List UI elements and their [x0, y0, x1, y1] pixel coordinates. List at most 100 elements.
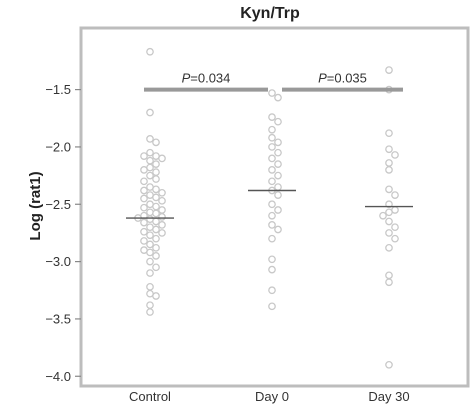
data-point [152, 243, 160, 252]
data-point [146, 208, 154, 217]
data-point [274, 117, 282, 126]
data-point [140, 166, 148, 174]
data-point [152, 263, 160, 272]
y-axis-label: Log (rat1) [27, 171, 44, 240]
data-point [268, 125, 276, 134]
data-point [268, 133, 276, 142]
data-point [152, 292, 160, 300]
x-tick-label: Day 0 [255, 389, 289, 404]
data-point [140, 203, 148, 212]
data-point [385, 208, 393, 217]
data-point [146, 135, 154, 143]
data-point [158, 188, 166, 197]
data-point [274, 148, 282, 157]
data-point [146, 47, 154, 56]
y-tick-label: −1.5 [45, 82, 71, 97]
data-point [385, 360, 393, 369]
data-point [385, 185, 393, 194]
data-point [274, 183, 282, 191]
data-point [146, 108, 154, 117]
p-value-label: P=0.035 [318, 71, 367, 86]
plot-frame [79, 26, 470, 388]
data-point [385, 271, 393, 280]
data-point [385, 66, 393, 74]
data-point [152, 138, 160, 147]
data-point [391, 151, 399, 159]
p-value-label: P=0.034 [182, 71, 231, 86]
data-point [385, 166, 393, 174]
data-point [152, 168, 160, 177]
data-point [146, 301, 154, 310]
data-point [268, 154, 276, 163]
data-point [158, 196, 166, 205]
y-tick-label: −2.5 [45, 197, 71, 212]
data-point [268, 200, 276, 209]
data-point [152, 234, 160, 243]
data-point [140, 218, 148, 227]
data-point [385, 129, 393, 138]
data-point [268, 177, 276, 186]
y-tick-label: −2.0 [45, 139, 71, 154]
data-point [152, 185, 160, 194]
data-point [146, 231, 154, 240]
data-point [158, 206, 166, 214]
data-point [385, 145, 393, 154]
data-point [140, 237, 148, 245]
y-tick-label: −4.0 [45, 369, 71, 384]
data-point [152, 202, 160, 211]
data-point [274, 171, 282, 180]
data-point [152, 160, 160, 168]
data-point [385, 159, 393, 167]
data-point [274, 160, 282, 168]
data-point [152, 209, 160, 218]
data-point [152, 225, 160, 234]
x-tick-label: Day 30 [368, 389, 409, 404]
data-point [152, 175, 160, 183]
data-point [140, 227, 148, 236]
data-point [158, 229, 166, 237]
data-point [146, 248, 154, 257]
data-point [140, 194, 148, 203]
data-point [385, 217, 393, 226]
data-point [140, 186, 148, 195]
data-point [268, 89, 276, 97]
data-point [268, 113, 276, 121]
data-point [268, 211, 276, 220]
data-point [152, 252, 160, 260]
data-point [146, 269, 154, 277]
data-point [268, 302, 276, 311]
data-point [146, 148, 154, 157]
data-point [379, 211, 387, 220]
chart-title: Kyn/Trp [240, 5, 300, 22]
data-point [385, 278, 393, 287]
data-point [146, 171, 154, 180]
data-point [391, 223, 399, 232]
data-point [152, 217, 160, 226]
x-tick-label: Control [129, 389, 171, 404]
data-point [274, 206, 282, 214]
data-point [274, 93, 282, 102]
data-point [268, 255, 276, 264]
data-point [385, 243, 393, 252]
data-point [274, 225, 282, 234]
data-point [268, 166, 276, 174]
data-point [152, 193, 160, 202]
data-point [385, 229, 393, 237]
data-point [268, 221, 276, 229]
data-point [146, 257, 154, 266]
data-point [158, 221, 166, 229]
data-point [140, 152, 148, 160]
data-point [268, 265, 276, 274]
data-point [274, 191, 282, 199]
data-point [158, 213, 166, 221]
data-point [268, 286, 276, 295]
data-point [146, 282, 154, 291]
data-point [268, 234, 276, 243]
data-point [391, 191, 399, 199]
data-point [274, 138, 282, 147]
data-point [146, 240, 154, 249]
y-tick-label: −3.5 [45, 311, 71, 326]
data-point [391, 234, 399, 243]
data-point [140, 177, 148, 186]
